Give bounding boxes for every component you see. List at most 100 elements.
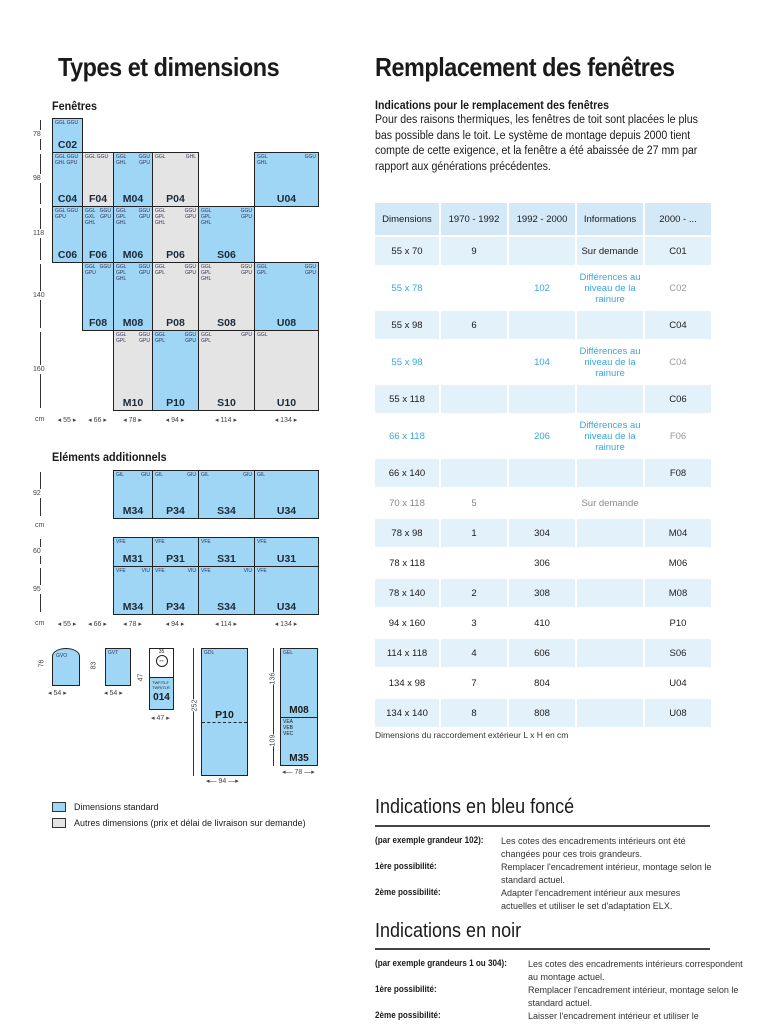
window-cell-s08: GGL GPL GHL GGU GPU S08 bbox=[198, 262, 255, 331]
table-cell: U04 bbox=[669, 677, 687, 689]
table-row: 66 x 118 206 Différences au niveau de la r… bbox=[375, 415, 711, 457]
table-cell bbox=[577, 669, 643, 697]
cell-name: C04 bbox=[57, 193, 78, 205]
cell-name: F08 bbox=[88, 317, 108, 329]
table-cell: 55 x 98 bbox=[391, 356, 423, 368]
window-cell-p04: GGL GHL P04 bbox=[152, 152, 199, 207]
table-cell: 1 bbox=[441, 519, 507, 547]
table-cell: Différences au niveau de la rainure bbox=[579, 271, 641, 305]
section-label: 1ère possibilité: bbox=[375, 984, 437, 994]
table-cell: M06 bbox=[668, 557, 688, 569]
width-label: ◂ 66 ▸ bbox=[88, 417, 107, 424]
gel-shape: GEL M08 VEA VEB VEC M35 bbox=[280, 648, 318, 766]
width-label: ◂ 114 ▸ bbox=[214, 417, 238, 424]
cell-codes-left: VFE bbox=[201, 568, 211, 574]
table-cell bbox=[441, 459, 507, 487]
cell-codes-left: VFE bbox=[201, 539, 211, 545]
table-cell bbox=[441, 385, 507, 413]
table-cell bbox=[577, 609, 643, 637]
height-label: 118 bbox=[33, 229, 45, 238]
left-title: Types et dimensions bbox=[58, 52, 280, 82]
cell-codes-left: GGL GPL GHL bbox=[116, 208, 127, 226]
window-cell-u10: GGL U10 bbox=[254, 330, 319, 411]
table-row: 55 x 98 104 Différences au niveau de la ra… bbox=[375, 341, 711, 383]
gdl-height: 252 bbox=[191, 699, 199, 712]
height-label: 60 bbox=[33, 546, 41, 556]
cell-name: U34 bbox=[276, 505, 297, 517]
cell-name: P04 bbox=[166, 193, 185, 205]
table-cell bbox=[645, 489, 711, 517]
cell-name: S06 bbox=[217, 249, 236, 261]
window-cell-p34: VFE VIU P34 bbox=[152, 566, 199, 615]
window-cell-p08: GGL GPL GGU GPU P08 bbox=[152, 262, 199, 331]
table-cell: 66 x 140 bbox=[375, 459, 439, 487]
table-cell: 306 bbox=[534, 557, 550, 569]
section-label: (par exemple grandeur 102): bbox=[375, 835, 484, 845]
table-cell: 55 x 78 bbox=[391, 282, 423, 294]
table-cell bbox=[441, 341, 507, 383]
table-cell: C02 bbox=[669, 282, 687, 294]
o14-shape: 35 ↔ TWF/TLF TWR/TLR 014 bbox=[149, 648, 174, 710]
table-row: 134 x 140 8 808 U08 bbox=[375, 699, 711, 727]
window-cell-u31: VFE U31 bbox=[254, 537, 319, 567]
cell-name: M10 bbox=[122, 397, 144, 409]
table-row: 66 x 140 F08 bbox=[375, 459, 711, 487]
cell-name: P34 bbox=[166, 601, 185, 613]
cell-codes-right: GGU GPU bbox=[99, 208, 111, 220]
gvo-width: ◂ 54 ▸ bbox=[48, 690, 67, 697]
cell-codes-left: GGL GPL GHL bbox=[201, 264, 212, 282]
cell-name: U34 bbox=[276, 601, 297, 613]
cell-codes-right: VIU bbox=[141, 568, 150, 574]
table-cell: C01 bbox=[645, 237, 711, 265]
gdl-width: ◂— 94 —▸ bbox=[206, 778, 239, 785]
gvt-shape: GVT bbox=[105, 648, 131, 686]
table-cell bbox=[577, 699, 643, 727]
cell-name: F04 bbox=[88, 193, 108, 205]
table-cell: 4 bbox=[441, 639, 507, 667]
cell-codes-right: GIU bbox=[141, 472, 150, 478]
cell-name: U31 bbox=[276, 553, 297, 565]
table-cell: 5 bbox=[471, 497, 477, 509]
cell-codes-right: GIU bbox=[187, 472, 196, 478]
table-cell: 114 x 118 bbox=[375, 639, 439, 667]
cell-name: M34 bbox=[122, 601, 144, 613]
table-cell: 6 bbox=[441, 311, 507, 339]
table-cell: 304 bbox=[509, 519, 575, 547]
cell-name: S34 bbox=[217, 505, 236, 517]
width-label: ◂ 94 ▸ bbox=[165, 621, 185, 628]
cell-codes-right: GGU bbox=[304, 154, 316, 160]
table-cell: Sur demande bbox=[581, 497, 639, 509]
table-cell: 308 bbox=[509, 579, 575, 607]
table-row: 114 x 118 4 606 S06 bbox=[375, 639, 711, 667]
table-cell: 134 x 98 bbox=[388, 677, 426, 689]
table-cell bbox=[577, 639, 643, 667]
gel-width: ◂— 78 —▸ bbox=[282, 769, 315, 776]
cell-codes-left: GIL bbox=[155, 472, 164, 478]
replacement-table: Dimensions 1970 - 1992 1992 - 2000 Informat… bbox=[373, 201, 713, 729]
width-label: ◂ 66 ▸ bbox=[88, 621, 107, 628]
width-label: ◂ 55 ▸ bbox=[57, 417, 77, 424]
cell-name: U10 bbox=[276, 397, 297, 409]
cell-codes-left: VFE bbox=[155, 539, 165, 545]
window-cell-c02: GGL GGU C02 bbox=[52, 118, 83, 153]
table-row: 134 x 98 7 804 U04 bbox=[375, 669, 711, 697]
cell-codes-right: VIU bbox=[243, 568, 252, 574]
cell-codes-right: GHL bbox=[185, 154, 196, 160]
cell-codes-right: GGU GPU bbox=[184, 208, 196, 220]
table-cell: 9 bbox=[441, 237, 507, 265]
divider bbox=[375, 825, 710, 827]
cell-name: U08 bbox=[276, 317, 297, 329]
legend-swatch-standard bbox=[52, 802, 66, 812]
table-cell bbox=[509, 385, 575, 413]
table-cell bbox=[441, 267, 507, 309]
table-cell: C04 bbox=[645, 311, 711, 339]
cell-codes-left: GGL GGU bbox=[55, 120, 79, 126]
table-row: 78 x 118 306 M06 bbox=[375, 549, 711, 577]
cell-name: S34 bbox=[217, 601, 236, 613]
height-label: 78 bbox=[33, 130, 41, 139]
cell-codes-right: GGU GPU bbox=[184, 264, 196, 276]
table-cell: C04 bbox=[669, 356, 687, 368]
cell-codes-left: GGL GPL bbox=[155, 332, 166, 344]
section-label: (par exemple grandeurs 1 ou 304): bbox=[375, 958, 507, 968]
table-cell bbox=[577, 385, 643, 413]
